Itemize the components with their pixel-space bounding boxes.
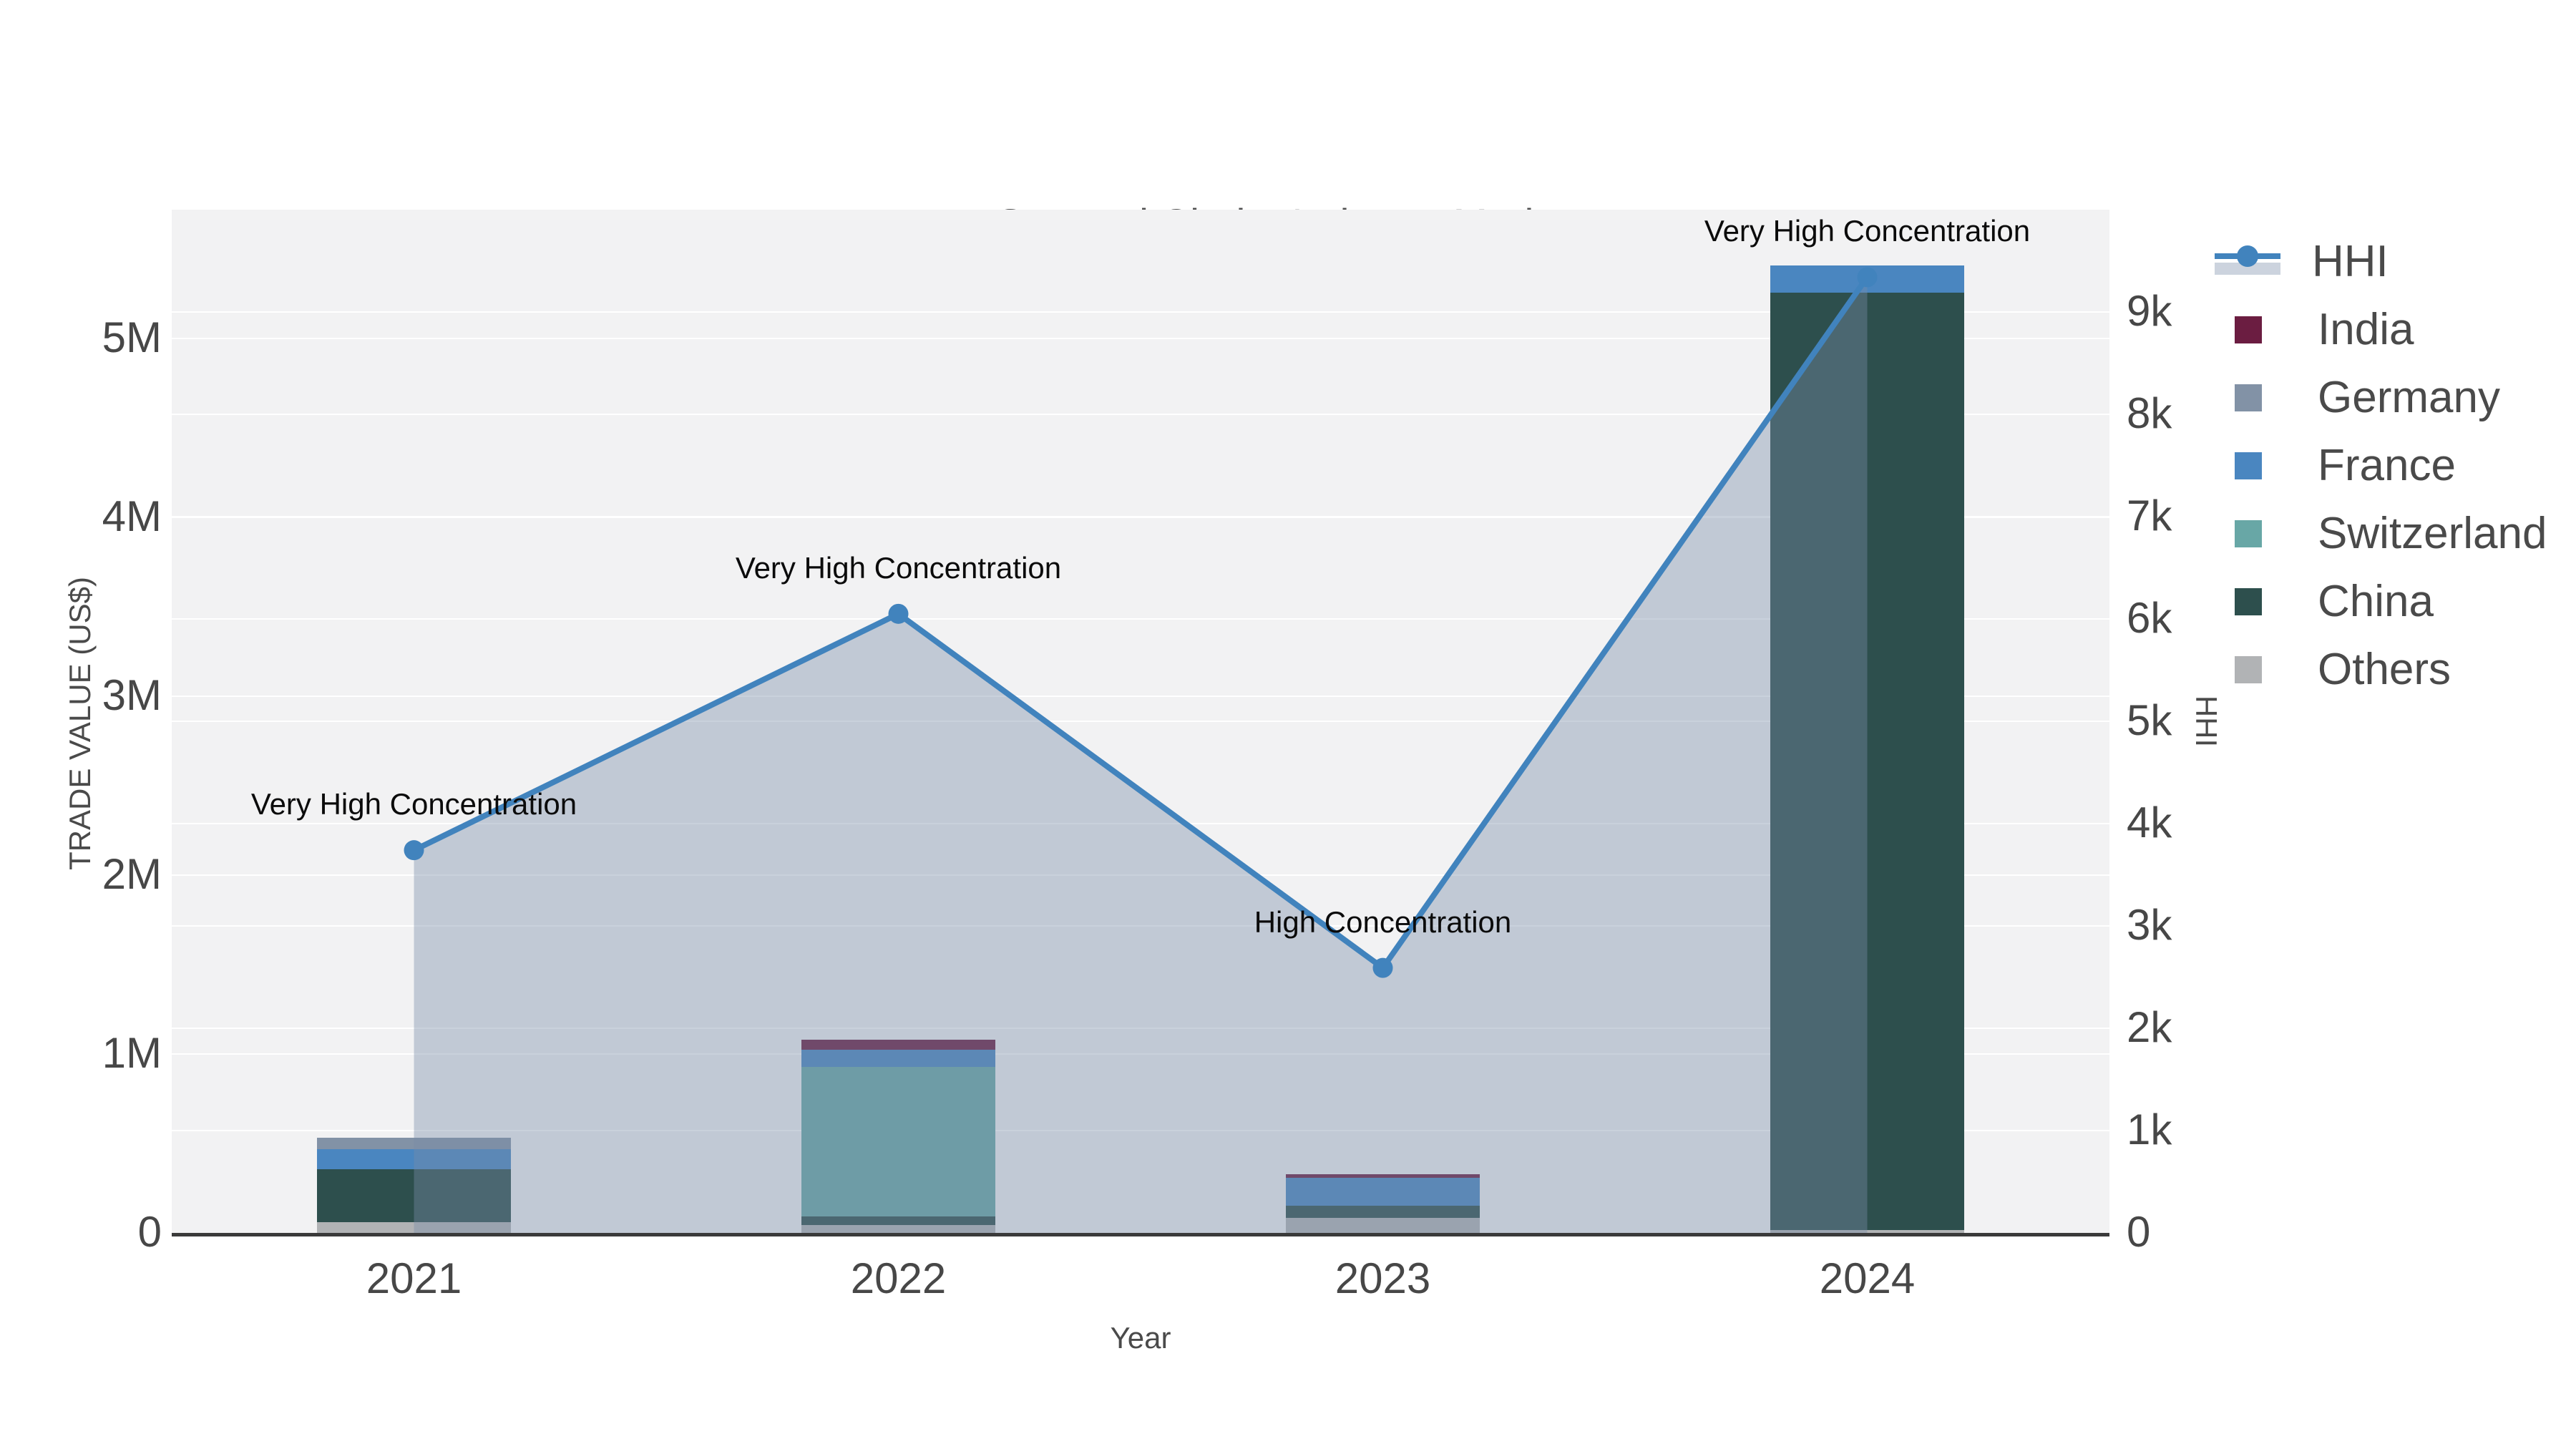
y-right-tick-3k: 3k <box>2127 901 2172 949</box>
bar-segment-china-2024[interactable] <box>1770 293 1964 1230</box>
bar-segment-others-2021[interactable] <box>317 1222 511 1233</box>
legend-label-france: France <box>2318 441 2456 490</box>
x-tick-2023: 2023 <box>1335 1254 1431 1302</box>
legend-item-hhi[interactable]: HHI <box>2215 228 2547 296</box>
bar-segment-germany-2021[interactable] <box>317 1138 511 1149</box>
y-right-tick-5k: 5k <box>2127 696 2172 744</box>
bar-segment-china-2023[interactable] <box>1286 1206 1480 1218</box>
bar-2021[interactable] <box>317 1138 511 1233</box>
y-left-tick-5M: 5M <box>102 313 162 361</box>
x-tick-2021: 2021 <box>366 1254 462 1302</box>
annotation-2022: Very High Concentration <box>735 550 1062 585</box>
legend-swatch-others <box>2235 655 2262 683</box>
legend-label-switzerland: Switzerland <box>2318 509 2547 558</box>
legend: HHI India Germany France Switzerland China Oth… <box>2215 228 2547 703</box>
bar-2024[interactable] <box>1770 265 1964 1233</box>
y-right-tick-0: 0 <box>2127 1208 2151 1256</box>
legend-label-others: Others <box>2318 645 2451 694</box>
bar-2023[interactable] <box>1286 1174 1480 1233</box>
bar-segment-india-2022[interactable] <box>801 1040 995 1050</box>
hhi-marker-2024[interactable] <box>1857 267 1878 288</box>
legend-swatch-india <box>2235 316 2262 343</box>
legend-swatch-france <box>2235 452 2262 479</box>
bar-segment-india-2023[interactable] <box>1286 1174 1480 1178</box>
y-left-tick-4M: 4M <box>102 492 162 540</box>
legend-swatch-china <box>2235 587 2262 615</box>
y-right-tick-9k: 9k <box>2127 287 2172 335</box>
bar-segment-others-2024[interactable] <box>1770 1230 1964 1233</box>
annotation-2021: Very High Concentration <box>250 787 577 821</box>
y-left-tick-3M: 3M <box>102 671 162 719</box>
legend-label-germany: Germany <box>2318 373 2500 422</box>
legend-item-germany[interactable]: Germany <box>2215 364 2547 431</box>
y-left-tick-0: 0 <box>137 1208 162 1256</box>
bar-segment-others-2022[interactable] <box>801 1225 995 1233</box>
annotation-2024: Very High Concentration <box>1704 214 2031 248</box>
hhi-legend-marker-dot <box>2237 245 2258 267</box>
bar-segment-france-2023[interactable] <box>1286 1178 1480 1206</box>
x-axis-line <box>172 1233 2109 1236</box>
y-right-tick-7k: 7k <box>2127 492 2172 540</box>
bar-segment-france-2021[interactable] <box>317 1149 511 1169</box>
y-right-tick-2k: 2k <box>2127 1003 2172 1051</box>
bar-segment-china-2022[interactable] <box>801 1216 995 1225</box>
y-right-tick-4k: 4k <box>2127 799 2172 847</box>
legend-item-china[interactable]: China <box>2215 567 2547 635</box>
x-axis-title: Year <box>1110 1321 1171 1355</box>
legend-swatch-germany <box>2235 384 2262 411</box>
bar-segment-china-2021[interactable] <box>317 1169 511 1222</box>
legend-item-switzerland[interactable]: Switzerland <box>2215 499 2547 567</box>
hhi-marker-2023[interactable] <box>1372 957 1393 978</box>
legend-label-hhi: HHI <box>2312 237 2389 286</box>
y-left-axis-title: TRADE VALUE (US$) <box>63 577 97 870</box>
legend-item-india[interactable]: India <box>2215 296 2547 364</box>
bar-segment-others-2023[interactable] <box>1286 1218 1480 1233</box>
gridline <box>172 1028 2109 1029</box>
annotation-2023: High Concentration <box>1254 904 1512 939</box>
y-right-tick-8k: 8k <box>2127 389 2172 437</box>
y-left-tick-2M: 2M <box>102 850 162 898</box>
bar-2022[interactable] <box>801 1040 995 1233</box>
bar-segment-switzerland-2022[interactable] <box>801 1067 995 1216</box>
hhi-marker-2021[interactable] <box>404 840 424 861</box>
legend-label-china: China <box>2318 577 2434 626</box>
hhi-legend-fill-band <box>2215 262 2280 275</box>
y-left-tick-1M: 1M <box>102 1029 162 1077</box>
legend-swatch-switzerland <box>2235 519 2262 547</box>
y-right-tick-1k: 1k <box>2127 1106 2172 1153</box>
legend-item-france[interactable]: France <box>2215 431 2547 499</box>
legend-label-india: India <box>2318 305 2414 354</box>
hhi-legend-symbol <box>2215 245 2280 276</box>
gridline <box>172 1053 2109 1055</box>
legend-item-others[interactable]: Others <box>2215 635 2547 703</box>
x-tick-2022: 2022 <box>850 1254 947 1302</box>
y-right-tick-6k: 6k <box>2127 594 2172 642</box>
bar-segment-france-2022[interactable] <box>801 1050 995 1067</box>
x-tick-2024: 2024 <box>1819 1254 1916 1302</box>
hhi-marker-2022[interactable] <box>888 603 909 624</box>
gridline <box>172 1130 2109 1131</box>
